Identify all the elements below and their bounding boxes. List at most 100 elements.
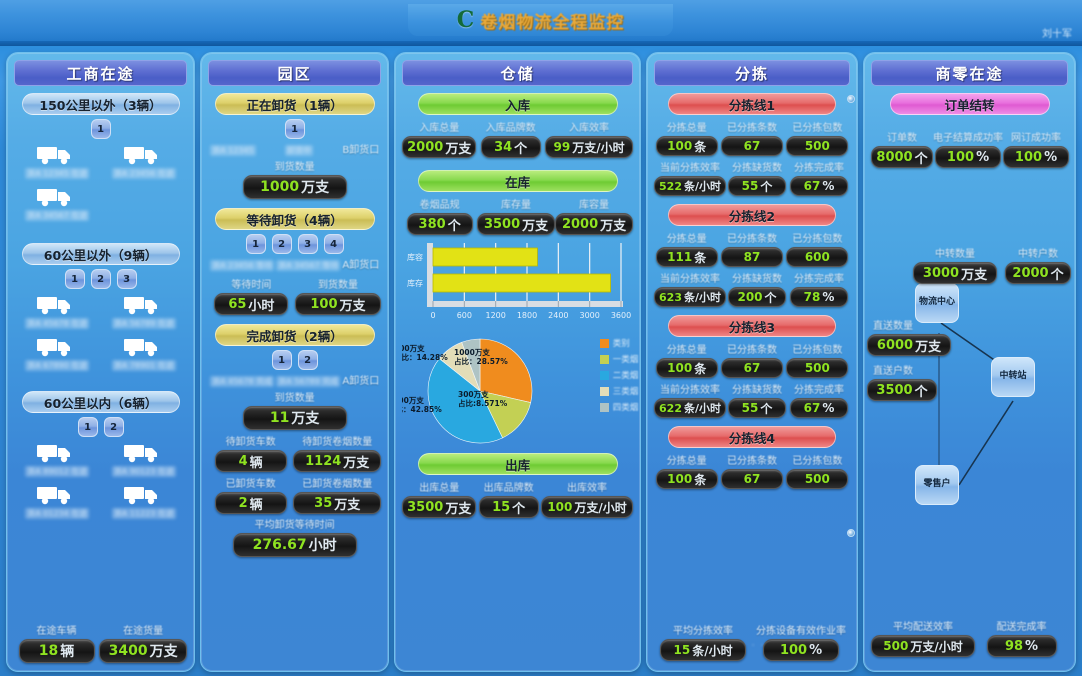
legend-item: 二类烟	[599, 369, 638, 381]
truck-label: 浙A 23456 在途	[111, 168, 176, 179]
truck-label: 浙A 67890 在途	[25, 360, 90, 371]
stat-waiting-time: 等待时间 65 小时	[208, 276, 295, 315]
stat-label: 待卸货卷烟数量	[302, 437, 373, 448]
node-transfer-station[interactable]: 中转站	[991, 357, 1036, 397]
stat-label: 中转数量	[935, 249, 976, 260]
stat-value: 2000 万支	[555, 213, 634, 235]
stat-value: 3000 万支	[913, 262, 998, 284]
stat-value: 1124 万支	[293, 450, 382, 472]
heading-inbound[interactable]: 入库	[417, 93, 618, 115]
stat-value: 65 小时	[214, 293, 289, 315]
badge[interactable]: 1	[284, 119, 305, 139]
value-unit: 个	[914, 151, 928, 167]
stat-label: 已分拣条数	[727, 234, 778, 245]
heading-sort-line-2[interactable]: 分拣线2	[668, 204, 837, 226]
group-heading-150km[interactable]: 150公里以外（3辆）	[21, 93, 180, 115]
badge[interactable]: 2	[297, 350, 318, 370]
svg-text:1200: 1200	[485, 311, 505, 320]
heading-sort-line-3[interactable]: 分拣线3	[668, 315, 837, 337]
badge[interactable]: 2	[90, 269, 111, 289]
value-number: 100	[547, 500, 573, 514]
stat-label: 分拣缺货数	[732, 274, 783, 285]
truck-item[interactable]: 浙A 12345 在途	[14, 141, 101, 179]
stat-value: 11 万支	[242, 406, 347, 430]
truck-label: 浙A 56789 在途	[111, 318, 176, 329]
stat-unloaded-volume: 已卸货卷烟数量 35 万支	[293, 475, 382, 514]
heading-sort-line-1[interactable]: 分拣线1	[668, 93, 837, 115]
truck-item[interactable]: 浙A 89012 在途	[14, 439, 101, 477]
badge[interactable]: 1	[77, 417, 98, 437]
heading-instock[interactable]: 在库	[417, 170, 618, 192]
scroll-dot-top[interactable]	[847, 95, 856, 103]
badge[interactable]: 1	[271, 350, 292, 370]
stat-equipment-uptime: 分拣设备有效作业率 100 %	[752, 622, 850, 661]
truck-item[interactable]: 浙A 78901 在途	[101, 333, 188, 371]
badge[interactable]: 1	[90, 119, 111, 139]
value-number: 100	[779, 642, 808, 658]
node-logistics-center[interactable]: 物流中心	[915, 283, 960, 323]
stat-label: 在途车辆	[36, 626, 77, 637]
value-number: 380	[418, 216, 446, 232]
sort-line-2-row2: 当前分拣效率 623 条/小时 分拣缺货数 200 个 分拣完成率	[654, 270, 850, 307]
svg-text:2400: 2400	[548, 311, 568, 320]
truck-item[interactable]: 浙A 01234 在途	[14, 481, 101, 519]
dock-label: A卸货口	[342, 376, 380, 387]
truck-item[interactable]: 浙A 11223 在途	[101, 481, 188, 519]
value-number: 100	[946, 149, 975, 165]
heading-finished-unload[interactable]: 完成卸货（2辆）	[214, 324, 375, 346]
badge[interactable]: 1	[64, 269, 85, 289]
stat-label: 直送数量	[873, 321, 914, 332]
badge[interactable]: 1	[245, 234, 266, 254]
stat-value: 99 万支/小时	[545, 136, 634, 158]
node-retailer[interactable]: 零售户	[915, 465, 960, 505]
truck-item[interactable]: 浙A 67890 在途	[14, 333, 101, 371]
svg-text:1500万支: 1500万支	[402, 395, 424, 405]
truck-item[interactable]: 浙A 34567 在途	[14, 183, 101, 221]
heading-order-carryover[interactable]: 订单结转	[889, 93, 1050, 115]
value-unit: 个	[512, 501, 526, 517]
stat-current-efficiency: 当前分拣效率 622 条/小时	[654, 381, 727, 418]
group-heading-60km-in[interactable]: 60公里以内（6辆）	[21, 391, 180, 413]
stat-value: 276.67 小时	[232, 533, 357, 557]
sort-line-3-row2: 当前分拣效率 622 条/小时 分拣缺货数 55 个 分拣完成率	[654, 381, 850, 418]
scroll-dot-bottom[interactable]	[847, 529, 856, 537]
stat-value: 600	[786, 247, 849, 267]
heading-waiting-unload[interactable]: 等待卸货（4辆）	[214, 208, 375, 230]
group-heading-60km-out[interactable]: 60公里以外（9辆）	[21, 243, 180, 265]
stat-label: 平均卸货等待时间	[254, 520, 335, 531]
stat-in-transit-vehicles: 在途车辆 18 辆	[14, 622, 99, 663]
badge[interactable]: 3	[297, 234, 318, 254]
stat-value: 522 条/小时	[654, 176, 727, 196]
heading-sort-line-4[interactable]: 分拣线4	[668, 426, 837, 448]
value-number: 78	[803, 290, 821, 304]
badge[interactable]: 4	[323, 234, 344, 254]
legend-label: 四类烟	[612, 403, 639, 413]
badge[interactable]: 2	[103, 417, 124, 437]
value-unit: %	[822, 290, 835, 304]
panel-title-inbound-transit: 工商在途	[14, 60, 188, 86]
heading-unloading-now[interactable]: 正在卸货（1辆）	[214, 93, 375, 115]
stat-value: 623 条/小时	[654, 287, 727, 307]
badge[interactable]: 2	[271, 234, 292, 254]
truck-item[interactable]: 浙A 56789 在途	[101, 291, 188, 329]
stat-label: 到货数量	[274, 393, 315, 404]
value-unit: 万支	[343, 455, 370, 471]
value-unit: 个	[1050, 267, 1064, 283]
truck-grid-150km: 浙A 12345 在途 浙A 23456 在途 浙A 34567 在途	[14, 141, 187, 225]
value-number: 87	[743, 250, 761, 264]
stat-value: 380 个	[406, 213, 473, 235]
heading-outbound[interactable]: 出库	[417, 453, 618, 475]
badge[interactable]: 3	[116, 269, 137, 289]
truck-item[interactable]: 浙A 45678 在途	[14, 291, 101, 329]
stat-sorted-packs: 已分拣包数 500	[785, 341, 850, 378]
truck-item[interactable]: 浙A 90123 在途	[101, 439, 188, 477]
truck-item[interactable]: 浙A 23456 在途	[101, 141, 188, 179]
dock-row-unloading: 浙A 12345 卸货中 B卸货口	[208, 141, 381, 158]
sort-line-1-row1: 分拣总量 100 条 已分拣条数 67 已分拣包数 500	[654, 119, 850, 156]
stat-transfer-customers: 中转户数 2000 个	[1005, 245, 1072, 284]
stat-value: 100 万支/小时	[541, 496, 634, 518]
stat-value: 200 个	[728, 287, 787, 307]
legend-item: 一类烟	[599, 353, 638, 365]
